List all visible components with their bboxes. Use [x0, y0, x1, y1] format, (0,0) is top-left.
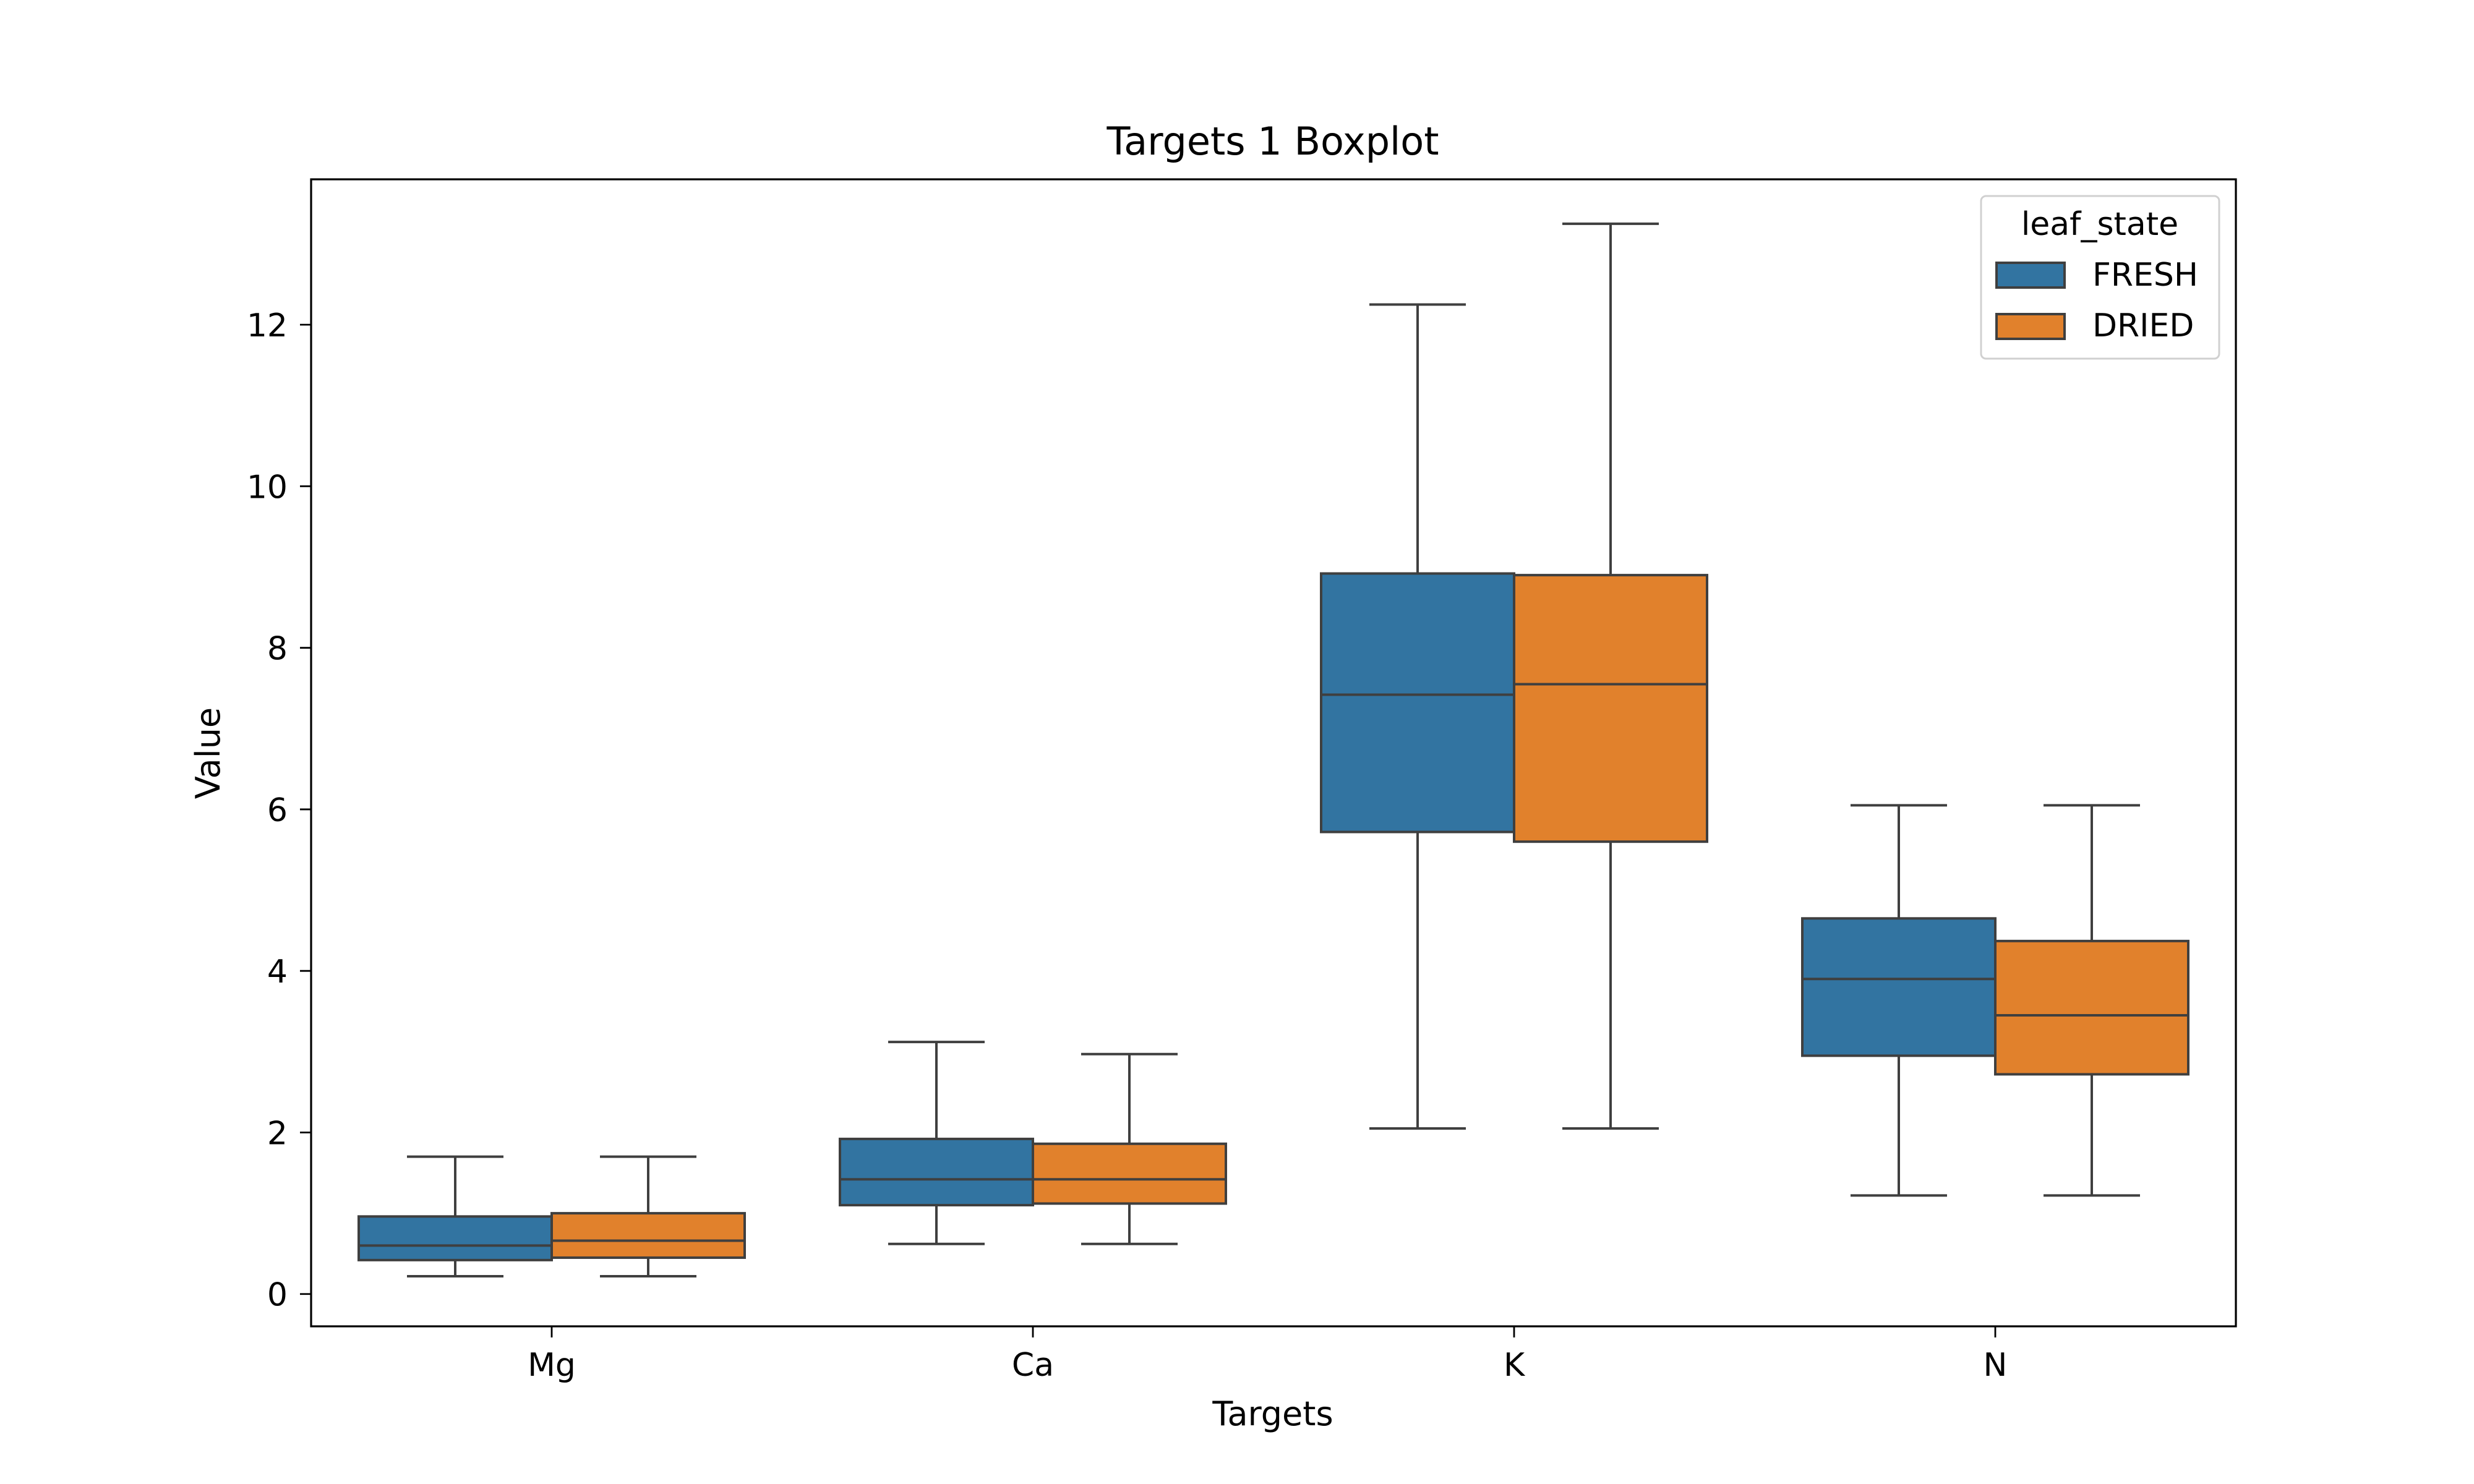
box-group-fresh-n	[1801, 804, 1997, 1197]
y-tick-label: 8	[267, 631, 288, 668]
chart-title: Targets 1 Boxplot	[1106, 119, 1439, 164]
box-group-fresh-mg	[357, 1155, 553, 1278]
box-dried	[1513, 574, 1708, 843]
box-fresh	[1320, 572, 1515, 834]
box-fresh	[357, 1215, 553, 1261]
y-tick-label: 4	[267, 953, 288, 991]
box-dried	[550, 1212, 746, 1259]
legend: leaf_state FRESH DRIED	[1980, 195, 2220, 360]
legend-label-dried: DRIED	[2092, 307, 2194, 344]
axes-frame	[310, 178, 2237, 1328]
legend-swatch-fresh	[1995, 262, 2066, 289]
box-dried	[1032, 1142, 1227, 1205]
box-fresh	[839, 1137, 1034, 1207]
legend-label-fresh: FRESH	[2092, 257, 2198, 294]
box-group-dried-ca	[1032, 1052, 1227, 1245]
x-axis-label: Targets	[1212, 1394, 1333, 1433]
box-group-dried-k	[1513, 222, 1708, 1130]
box-group-fresh-ca	[839, 1041, 1034, 1245]
x-tick-label: N	[1984, 1347, 2008, 1384]
box-group-dried-n	[1994, 804, 2189, 1197]
plot-area	[357, 222, 2189, 1278]
y-tick-label: 0	[267, 1277, 288, 1314]
y-tick-label: 6	[267, 792, 288, 829]
y-tick-label: 10	[247, 469, 288, 506]
x-axis: Mg Ca K N	[528, 1326, 2007, 1384]
x-tick-label: Ca	[1012, 1347, 1054, 1384]
legend-swatch-dried	[1995, 313, 2066, 340]
y-axis: 0 2 4 6 8 10 12	[247, 307, 311, 1314]
y-tick-label: 12	[247, 307, 288, 344]
box-dried	[1994, 939, 2189, 1076]
box-group-fresh-k	[1320, 303, 1515, 1130]
y-axis-label: Value	[189, 707, 228, 799]
legend-title: leaf_state	[2021, 206, 2178, 243]
y-tick-label: 2	[267, 1115, 288, 1152]
x-tick-label: K	[1504, 1347, 1526, 1384]
box-fresh	[1801, 917, 1997, 1057]
x-tick-label: Mg	[528, 1347, 576, 1384]
box-group-dried-mg	[550, 1155, 746, 1278]
